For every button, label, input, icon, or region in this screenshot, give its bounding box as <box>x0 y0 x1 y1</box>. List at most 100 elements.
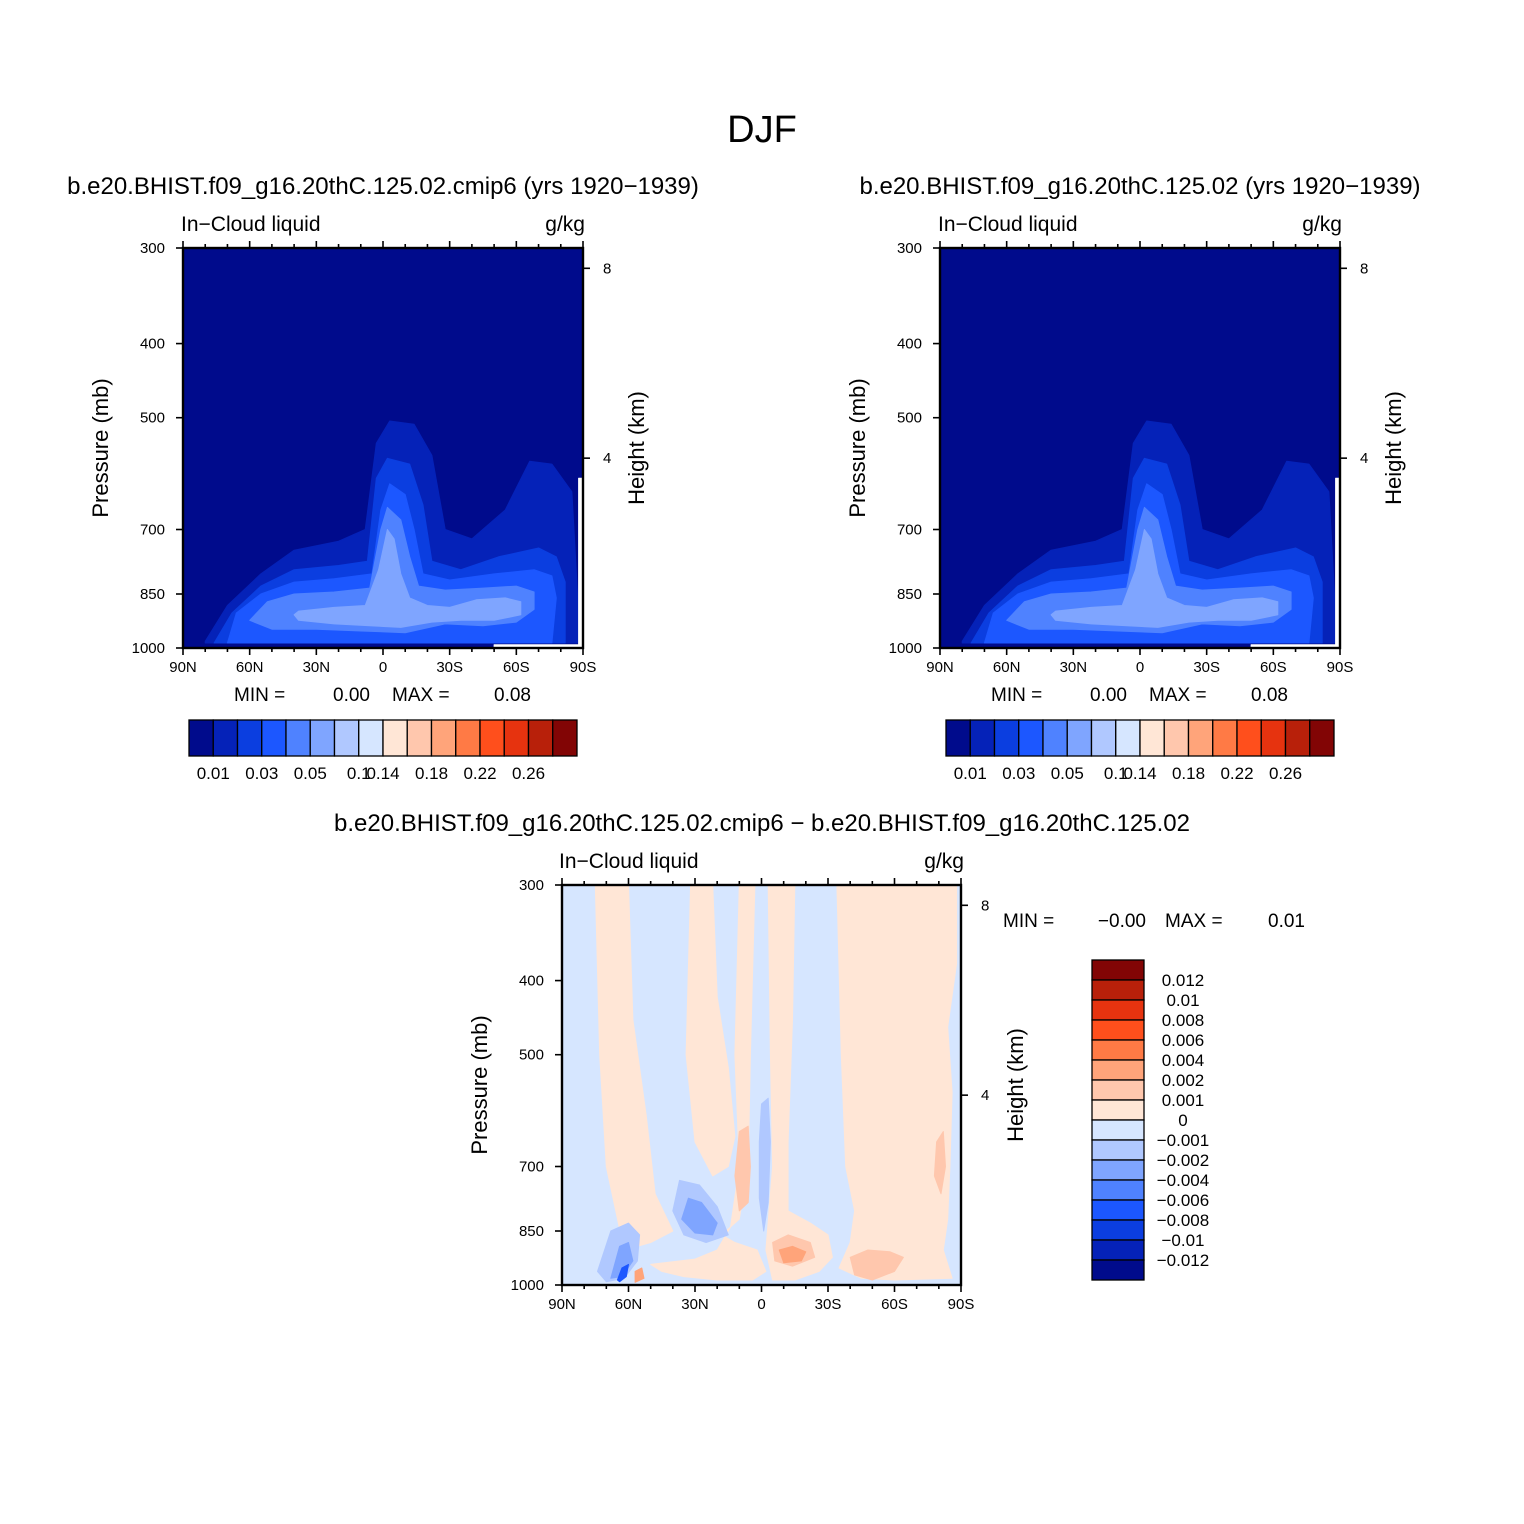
contour-plot: 90N 60N 30N 0 30S 60S 90S 300 400 500 700 850 1000 8 4 <box>132 240 612 676</box>
y-right-tick-label: 8 <box>603 260 611 277</box>
variable-label: In−Cloud liquid <box>559 850 699 873</box>
colorbar-swatch <box>358 719 384 757</box>
x-tick-label: 60S <box>1260 659 1287 676</box>
colorbar: 0.0120.010.0080.0060.0040.0020.0010−0.00… <box>1091 959 1209 1281</box>
x-tick-label: 90S <box>570 659 597 676</box>
units-label: g/kg <box>924 850 964 873</box>
colorbar-swatch <box>1091 1019 1145 1041</box>
x-tick-label: 90N <box>169 659 197 676</box>
colorbar-label: 0.1 <box>347 764 371 783</box>
min-label: MIN = <box>1003 911 1054 932</box>
colorbar-swatch <box>479 719 505 757</box>
colorbar-label: 0.01 <box>197 764 230 783</box>
contour-level <box>1050 529 1279 628</box>
x-tick-label: 90S <box>1327 659 1354 676</box>
y-tick-label: 500 <box>519 1047 544 1064</box>
colorbar-label: 0.05 <box>1051 764 1084 783</box>
y-right-tick-label: 4 <box>603 450 611 467</box>
colorbar-swatch <box>1091 979 1145 1001</box>
colorbar-swatch <box>1236 719 1262 757</box>
x-tick-label: 30S <box>1193 659 1220 676</box>
colorbar-swatch <box>1091 1159 1145 1181</box>
units-label: g/kg <box>545 213 585 236</box>
contour-fills <box>594 885 958 1283</box>
colorbar-swatch <box>309 719 336 757</box>
x-tick-label: 60S <box>503 659 530 676</box>
colorbar-label: 0.14 <box>1123 764 1156 783</box>
x-tick-label: 30S <box>815 1296 842 1313</box>
y-right-tick-label: 8 <box>981 897 989 914</box>
contour-level <box>849 1249 904 1281</box>
x-tick-label: 30N <box>681 1296 709 1313</box>
contour-level <box>594 885 674 1251</box>
x-tick-label: 60N <box>236 659 264 676</box>
contour-plot: 90N 60N 30N 0 30S 60S 90S 300 400 500 700 850 1000 8 4 <box>511 877 990 1313</box>
colorbar-swatch <box>1091 1219 1145 1241</box>
y-right-tick-label: 8 <box>1360 260 1368 277</box>
colorbar-swatch <box>503 719 530 757</box>
max-value: 0.08 <box>494 685 531 706</box>
colorbar-swatch <box>1091 959 1145 981</box>
colorbar-label: 0.22 <box>1220 764 1253 783</box>
contour-level <box>778 1245 807 1264</box>
y-tick-label: 300 <box>897 240 922 257</box>
x-tick-label: 30N <box>303 659 331 676</box>
colorbar-swatch <box>1091 1259 1145 1281</box>
page-title: DJF <box>727 109 797 151</box>
x-tick-label: 30S <box>436 659 463 676</box>
y-tick-label: 1000 <box>132 640 165 657</box>
max-value: 0.08 <box>1251 685 1288 706</box>
colorbar-swatch <box>1212 719 1238 757</box>
colorbar-swatch <box>1139 719 1165 757</box>
contour-level <box>758 1097 771 1232</box>
y-tick-label: 1000 <box>889 640 922 657</box>
contour-level <box>933 1131 946 1195</box>
colorbar-swatch <box>188 719 214 757</box>
colorbar-label: 0.002 <box>1162 1071 1205 1090</box>
colorbar-swatch <box>382 719 408 757</box>
max-label: MAX = <box>1149 685 1207 706</box>
colorbar-swatch <box>261 719 287 757</box>
colorbar-label: −0.006 <box>1157 1191 1209 1210</box>
y-tick-label: 400 <box>519 973 544 990</box>
x-tick-label: 90N <box>926 659 954 676</box>
colorbar-label: −0.001 <box>1157 1131 1209 1150</box>
y-right-tick-label: 4 <box>981 1087 989 1104</box>
x-tick-label: 90S <box>948 1296 975 1313</box>
colorbar: 0.01 0.03 0.05 0.10.14 0.18 0.22 0.26 <box>188 719 578 783</box>
panel-cmip6: b.e20.BHIST.f09_g16.20thC.125.02.cmip6 (… <box>67 173 699 783</box>
contour-level <box>765 885 833 1281</box>
y-tick-label: 400 <box>140 336 165 353</box>
x-tick-label: 60N <box>615 1296 643 1313</box>
colorbar-swatch <box>1091 1059 1145 1081</box>
x-tick-label: 90N <box>548 1296 576 1313</box>
x-tick-label: 30N <box>1060 659 1088 676</box>
colorbar-label: 0.26 <box>512 764 545 783</box>
y-tick-label: 1000 <box>511 1277 544 1294</box>
y-tick-label: 500 <box>140 410 165 427</box>
colorbar-swatch <box>212 719 239 757</box>
contour-level <box>685 885 736 1177</box>
contour-level <box>681 1197 718 1236</box>
colorbar-swatch <box>969 719 996 757</box>
colorbar-swatch <box>406 719 433 757</box>
y-axis-label-right: Height (km) <box>1381 391 1406 505</box>
colorbar-label: 0.18 <box>415 764 448 783</box>
contour-fills <box>961 420 1340 648</box>
colorbar-label: 0.004 <box>1162 1051 1205 1070</box>
y-axis-label: Pressure (mb) <box>88 378 113 517</box>
contour-level <box>836 885 958 1281</box>
colorbar-swatch <box>236 719 263 757</box>
colorbar-swatch <box>1091 1099 1145 1121</box>
colorbar-label: −0.004 <box>1157 1171 1209 1190</box>
colorbar-swatch <box>1091 999 1145 1021</box>
colorbar-label: −0.008 <box>1157 1211 1209 1230</box>
max-label: MAX = <box>1165 911 1223 932</box>
colorbar-swatch <box>1018 719 1044 757</box>
panel-title: b.e20.BHIST.f09_g16.20thC.125.02.cmip6 −… <box>334 810 1190 837</box>
colorbar-swatch <box>1042 719 1068 757</box>
panel-title: b.e20.BHIST.f09_g16.20thC.125.02 (yrs 19… <box>859 173 1420 200</box>
variable-label: In−Cloud liquid <box>181 213 321 236</box>
colorbar-swatch <box>285 719 311 757</box>
colorbar-swatch <box>1309 719 1335 757</box>
